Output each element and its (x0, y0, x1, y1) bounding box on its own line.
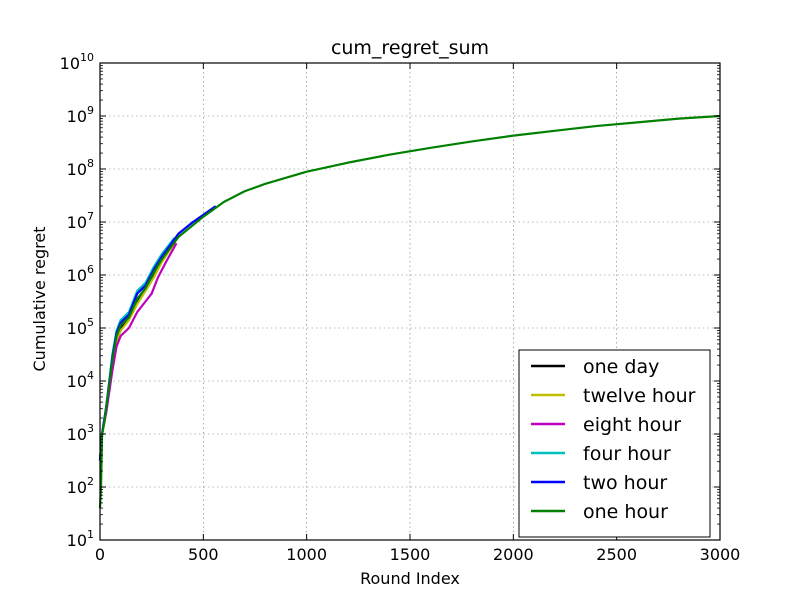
chart-title: cum_regret_sum (331, 37, 489, 59)
x-axis-label: Round Index (360, 569, 460, 588)
legend-label: two hour (583, 472, 667, 494)
legend-label: one day (583, 356, 659, 378)
legend-label: one hour (583, 501, 668, 523)
legend-label: eight hour (583, 414, 681, 436)
x-tick-label: 500 (188, 545, 219, 564)
y-axis-label: Cumulative regret (30, 227, 49, 372)
x-tick-label: 0 (95, 545, 105, 564)
x-tick-label: 1000 (286, 545, 327, 564)
x-tick-label: 1500 (390, 545, 431, 564)
legend: one day twelve hour eight hour four hour two… (519, 350, 710, 537)
legend-label: four hour (583, 443, 671, 465)
x-tick-label: 3000 (700, 545, 741, 564)
x-tick-label: 2000 (493, 545, 534, 564)
x-tick-label: 2500 (596, 545, 637, 564)
legend-label: twelve hour (583, 385, 696, 407)
